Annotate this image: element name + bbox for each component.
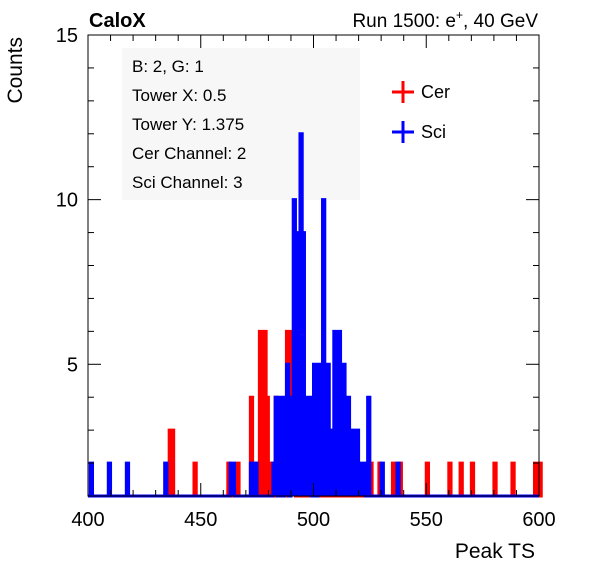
brand-label: CaloX <box>89 10 146 32</box>
info-line: Tower Y: 1.375 <box>132 115 244 134</box>
y-tick-label: 15 <box>56 25 78 47</box>
y-tick-label: 10 <box>56 190 78 212</box>
series-line-sci <box>88 132 539 498</box>
x-tick-label: 500 <box>297 509 330 531</box>
x-tick-label: 450 <box>184 509 217 531</box>
y-tick-label: 5 <box>67 354 78 376</box>
plot-frame <box>87 34 540 497</box>
legend-marker-sci <box>392 121 414 143</box>
run-suffix: , 40 GeV <box>463 11 538 32</box>
info-line: Sci Channel: 3 <box>132 173 243 192</box>
x-tick-label: 600 <box>522 509 555 531</box>
x-tick-label: 400 <box>71 509 104 531</box>
run-superscript: + <box>456 8 463 22</box>
ticks-layer: 400 450 500 550 600 5 10 15 <box>56 25 556 531</box>
x-tick-label: 550 <box>410 509 443 531</box>
legend-label-sci: Sci <box>421 122 446 142</box>
run-label: Run 1500: e+, 40 GeV <box>352 8 538 32</box>
x-axis-label: Peak TS <box>455 540 535 563</box>
legend-marker-cer <box>392 81 414 103</box>
run-prefix: Run 1500: e <box>352 11 456 32</box>
info-line: Cer Channel: 2 <box>132 144 246 163</box>
legend: Cer Sci <box>392 81 450 143</box>
legend-label-cer: Cer <box>421 82 450 102</box>
info-box <box>122 48 360 200</box>
info-line: B: 2, G: 1 <box>132 57 204 76</box>
y-axis-label: Counts <box>4 37 27 104</box>
info-line: Tower X: 0.5 <box>132 86 227 105</box>
